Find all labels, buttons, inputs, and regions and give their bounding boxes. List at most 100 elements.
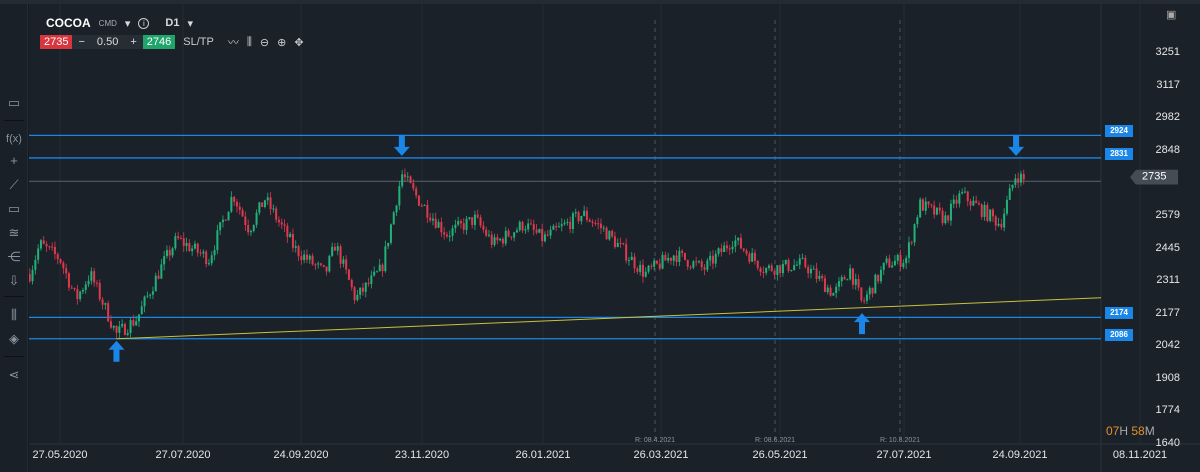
date-axis-label: 27.07.2021 — [876, 449, 932, 461]
candle — [168, 250, 171, 256]
move-icon[interactable]: ✥ — [294, 36, 304, 49]
candle — [627, 260, 630, 262]
candle — [107, 303, 110, 322]
fibonacci-icon[interactable]: ≊ — [8, 225, 20, 240]
candle — [989, 209, 992, 221]
date-axis-label: 08.11.2021 — [1112, 449, 1168, 461]
layers-icon[interactable]: ◈ — [9, 331, 19, 346]
candle — [938, 207, 941, 211]
candle — [283, 224, 286, 226]
candle — [846, 279, 849, 281]
candle — [877, 274, 880, 282]
candle — [291, 233, 294, 248]
candle — [384, 246, 387, 272]
candle — [725, 245, 728, 249]
candle — [87, 280, 90, 285]
candle — [801, 257, 804, 259]
candle — [653, 260, 656, 267]
candle — [95, 282, 98, 284]
crosshair-icon[interactable]: + — [10, 153, 18, 168]
rollover-label: R: 08.6.2021 — [754, 437, 796, 444]
candle — [272, 208, 275, 210]
candle — [37, 248, 40, 260]
maximize-icon[interactable]: ▣ — [1166, 9, 1177, 21]
arrow-down-icon[interactable]: ⇩ — [8, 273, 20, 288]
candle — [121, 323, 124, 327]
window-icon[interactable]: ▭ — [7, 95, 21, 110]
pitchfork-icon[interactable]: ⋲ — [7, 249, 21, 264]
decrease-quantity-button[interactable]: − — [72, 35, 91, 49]
candle — [143, 296, 146, 307]
candle — [924, 201, 927, 211]
candle — [233, 197, 236, 202]
candle — [907, 242, 910, 258]
candle — [851, 268, 854, 285]
buy-button[interactable]: 2746 — [142, 35, 176, 49]
candle — [667, 257, 670, 261]
candle — [462, 223, 465, 230]
date-axis-label: 27.05.2020 — [32, 449, 88, 461]
candle — [238, 206, 241, 210]
candle — [543, 234, 546, 242]
candle — [420, 205, 423, 207]
level-price-tag[interactable]: 2831 — [1105, 147, 1133, 160]
candle — [952, 199, 955, 204]
level-price-tag[interactable]: 2174 — [1105, 307, 1133, 320]
candle — [599, 223, 602, 229]
rectangle-icon[interactable]: ▭ — [7, 201, 21, 216]
candle — [871, 287, 874, 294]
candle — [557, 226, 560, 228]
candle — [482, 225, 485, 230]
chart-canvas[interactable] — [29, 4, 1200, 472]
candle — [622, 243, 625, 245]
price-axis-label: 1774 — [1155, 404, 1180, 417]
candle — [882, 262, 885, 270]
candle — [277, 219, 280, 223]
quantity-input[interactable]: 0.50 — [90, 35, 125, 49]
zoom-out-icon[interactable]: ⊖ — [259, 36, 270, 49]
candle — [297, 246, 300, 257]
candle — [546, 234, 549, 236]
candle — [664, 254, 667, 261]
timeframe-dropdown-icon[interactable]: ▾ — [187, 17, 194, 30]
sell-button[interactable]: 2735 — [40, 35, 73, 49]
info-icon[interactable]: i — [138, 17, 150, 29]
candle — [314, 264, 317, 266]
candle — [549, 229, 552, 236]
price-chart[interactable] — [29, 4, 1200, 472]
symbol-name[interactable]: COCOA — [46, 16, 91, 30]
candle — [205, 251, 208, 265]
candle — [569, 221, 572, 229]
sltp-button[interactable]: SL/TP — [183, 36, 214, 48]
candle — [440, 222, 443, 233]
candle — [980, 204, 983, 217]
zoom-in-icon[interactable]: ⊕ — [277, 36, 287, 49]
candle — [728, 248, 731, 250]
price-axis-label: 3117 — [1156, 78, 1180, 91]
candle — [403, 174, 406, 178]
price-axis-label: 2311 — [1156, 274, 1180, 287]
function-icon[interactable]: f(x) — [6, 133, 22, 145]
candle — [745, 250, 748, 254]
increase-quantity-button[interactable]: + — [124, 35, 143, 49]
share-icon[interactable]: ⋖ — [8, 367, 20, 382]
candles-icon[interactable]: ⫼ — [246, 35, 252, 48]
level-price-tag[interactable]: 2924 — [1105, 125, 1133, 138]
line-chart-icon[interactable]: 〰 — [227, 37, 239, 49]
candle — [84, 284, 87, 291]
candle — [1005, 199, 1008, 214]
candle — [874, 274, 877, 294]
rollover-label: R: 10.8.2021 — [879, 437, 921, 444]
indicators-icon[interactable]: ⫼ — [11, 307, 17, 322]
candle — [104, 303, 107, 305]
trendline-icon[interactable]: ⟋ — [9, 177, 19, 192]
candle — [353, 287, 356, 301]
candle — [930, 204, 933, 206]
candle — [174, 236, 177, 249]
candle — [521, 221, 524, 231]
candle — [717, 248, 720, 254]
level-price-tag[interactable]: 2086 — [1105, 328, 1133, 341]
dropdown-icon[interactable]: ▾ — [124, 17, 131, 30]
timeframe-select[interactable]: D1 — [165, 17, 180, 29]
candle — [613, 236, 616, 248]
